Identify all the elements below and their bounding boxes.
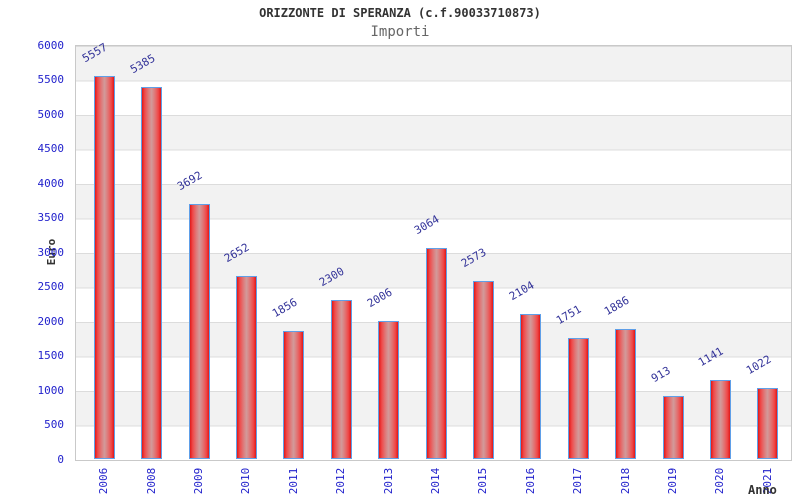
y-tick-label: 500	[44, 418, 64, 431]
x-tick-label: 2014	[429, 467, 442, 495]
bar-2012	[330, 300, 352, 459]
chart-title: ORIZZONTE DI SPERANZA (c.f.90033710873)	[259, 6, 541, 20]
y-tick-label: 0	[57, 452, 64, 466]
x-tick-label: 2009	[192, 467, 205, 495]
x-tick-label: 2012	[334, 467, 348, 495]
x-tick-label: 2008	[144, 467, 158, 495]
x-tick-label: 2017	[571, 467, 585, 495]
x-tick-label: 2019	[666, 467, 679, 495]
x-tick-label: 2016	[523, 467, 537, 495]
x-tick-label: 2018	[618, 467, 632, 495]
bar-2019	[662, 396, 684, 459]
bar-2009	[188, 204, 210, 459]
x-tick-label: 2015	[476, 467, 490, 495]
bar-2010	[235, 276, 257, 459]
y-tick-label: 4000	[37, 176, 65, 190]
y-tick-label: 1000	[37, 383, 65, 397]
y-tick-label: 1500	[37, 349, 65, 362]
bar-2011	[283, 330, 305, 459]
x-axis-label: Anno	[748, 483, 777, 497]
y-tick-label: 5500	[37, 73, 65, 86]
x-tick-label: 2006	[97, 467, 111, 495]
y-tick-label: 4500	[37, 142, 65, 155]
bar-2018	[615, 328, 637, 459]
y-tick-label: 2500	[37, 280, 65, 293]
y-tick-label: 3000	[37, 245, 65, 259]
x-tick-label: 2013	[381, 467, 395, 495]
bar-2013	[378, 320, 400, 459]
y-tick-label: 5000	[37, 107, 65, 121]
bar-2017	[567, 338, 589, 459]
bar-2016	[520, 313, 542, 459]
y-tick-label: 6000	[37, 38, 65, 52]
bar-2014	[425, 247, 447, 459]
bar-2008	[141, 87, 163, 459]
bar-2015	[472, 281, 494, 459]
y-tick-label: 3500	[37, 211, 65, 224]
chart-subtitle: Importi	[370, 24, 430, 40]
x-tick-label: 2020	[713, 467, 727, 495]
bar-2020	[709, 380, 731, 459]
y-tick-label: 2000	[37, 314, 65, 328]
bar-2006	[93, 75, 115, 459]
x-tick-label: 2011	[286, 467, 300, 495]
bar-2021	[757, 388, 779, 459]
x-tick-label: 2010	[239, 467, 253, 495]
